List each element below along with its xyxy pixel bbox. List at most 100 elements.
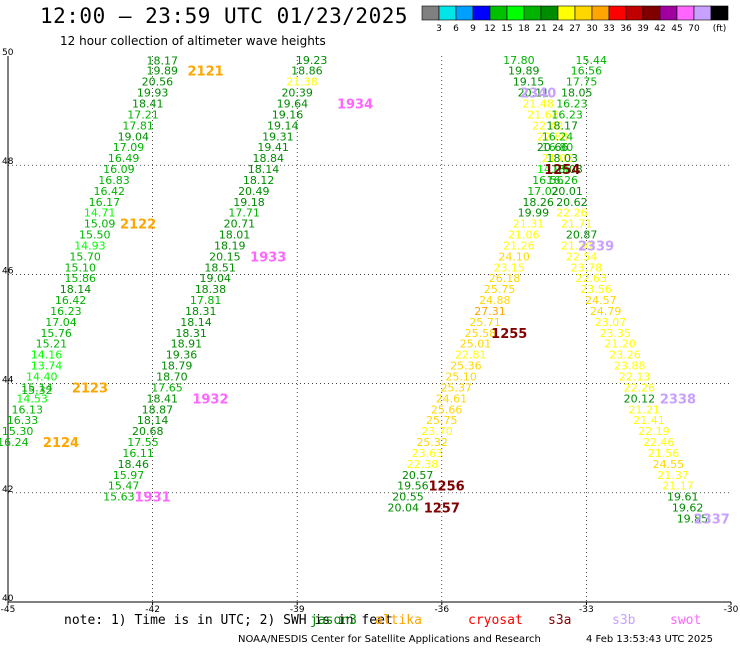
legend-swatch xyxy=(421,5,440,21)
swh-value: 19.41 xyxy=(257,141,289,154)
swh-value: 15.10 xyxy=(65,261,97,274)
legend-tick-label: 18 xyxy=(518,24,530,34)
swh-value: 21.56 xyxy=(648,447,680,460)
swh-value: 18.86 xyxy=(291,65,323,78)
swh-value: 15.76 xyxy=(40,327,72,340)
swh-value: 17.02 xyxy=(527,185,559,198)
page-subtitle: 12 hour collection of altimeter wave hei… xyxy=(60,34,326,48)
satellite-legend-s3a: s3a xyxy=(548,613,572,628)
swh-value: 18.26 xyxy=(522,196,554,209)
swh-value: 17.55 xyxy=(127,436,159,449)
swh-value: 14.93 xyxy=(74,239,106,252)
swh-value: 23.35 xyxy=(600,327,632,340)
swh-value: 21.38 xyxy=(286,76,318,89)
swh-value: 16.56 xyxy=(532,174,564,187)
y-tick-label: 46 xyxy=(2,266,14,276)
swh-value: 24.88 xyxy=(479,294,511,307)
swh-value: 19.18 xyxy=(233,196,265,209)
legend-tick-label: 39 xyxy=(637,24,649,34)
swh-value: 19.15 xyxy=(513,76,545,89)
swh-value: 18.03 xyxy=(547,152,579,165)
swh-value: 16.24 xyxy=(542,130,574,143)
swh-value: 18.14 xyxy=(60,283,92,296)
swh-value: 22.13 xyxy=(619,371,651,384)
swh-value: 22.19 xyxy=(638,425,670,438)
swh-value: 21.31 xyxy=(513,218,545,231)
swh-value: 25.71 xyxy=(469,316,501,329)
swh-value: 24.57 xyxy=(585,294,617,307)
swh-value: 19.14 xyxy=(267,119,299,132)
swh-value: 20.55 xyxy=(392,491,424,504)
swh-value: 18.14 xyxy=(137,414,169,427)
swh-value: 17.09 xyxy=(113,141,145,154)
swh-value: 23.26 xyxy=(609,349,641,362)
swh-value: 22.81 xyxy=(455,349,487,362)
swh-value: 27.31 xyxy=(474,305,506,318)
legend-swatch xyxy=(455,5,474,21)
legend-swatch xyxy=(659,5,678,21)
legend-swatch xyxy=(438,5,457,21)
swh-value: 21.48 xyxy=(522,98,554,111)
swh-value: 19.99 xyxy=(518,207,550,220)
swh-value: 26.18 xyxy=(489,272,521,285)
swh-value: 23.15 xyxy=(494,261,526,274)
swh-value: 25.66 xyxy=(431,403,463,416)
swh-values: 18.1719.8920.5619.9318.4117.2117.8119.04… xyxy=(0,54,708,526)
legend-swatch xyxy=(506,5,525,21)
swh-value: 15.30 xyxy=(2,425,34,438)
x-tick-label: -36 xyxy=(434,605,449,615)
swh-value: 22.26 xyxy=(556,207,588,220)
swh-value: 18.31 xyxy=(185,305,217,318)
legend-tick-label: 24 xyxy=(552,24,564,34)
legend-tick-label: 3 xyxy=(436,24,442,34)
swh-value: 19.85 xyxy=(677,512,709,525)
swh-value: 17.71 xyxy=(228,207,260,220)
swh-value: 22.26 xyxy=(624,381,656,394)
swh-value: 14.40 xyxy=(26,371,58,384)
swh-value: 16.11 xyxy=(122,447,154,460)
swh-value: 18.05 xyxy=(561,87,593,100)
pass-time-label: 1254 xyxy=(544,163,580,178)
swh-value: 24.55 xyxy=(653,458,685,471)
pass-time-label: 1934 xyxy=(337,98,373,113)
legend-swatch xyxy=(625,5,644,21)
legend-tick-label: 15 xyxy=(501,24,512,34)
swh-value: 25.75 xyxy=(484,283,516,296)
legend-tick-label: 30 xyxy=(586,24,598,34)
satellite-legend-jason3: jason3 xyxy=(310,613,357,628)
swh-value: 21.68 xyxy=(527,108,559,121)
swh-value: 17.81 xyxy=(190,294,222,307)
swh-value: 19.61 xyxy=(667,491,699,504)
swh-value: 19.56 xyxy=(397,480,429,493)
swh-value: 21.30 xyxy=(561,239,593,252)
swh-value: 20.68 xyxy=(132,425,164,438)
pass-time-label: 1255 xyxy=(491,327,527,342)
legend-swatch xyxy=(472,5,491,21)
swh-value: 22.46 xyxy=(643,436,675,449)
legend-tick-label: (ft) xyxy=(713,24,727,34)
swh-value: 24.61 xyxy=(436,392,468,405)
swh-value: 18.70 xyxy=(156,371,188,384)
swh-value: 19.23 xyxy=(296,54,328,67)
pass-time-label: 2340 xyxy=(520,87,556,102)
pass-time-label: 2122 xyxy=(120,218,156,233)
swh-value: 18.79 xyxy=(161,360,193,373)
swh-value: 14.71 xyxy=(84,207,116,220)
swh-value: 16.13 xyxy=(12,403,44,416)
swh-value: 16.42 xyxy=(55,294,87,307)
legend-tick-label: 12 xyxy=(484,24,495,34)
y-tick-label: 50 xyxy=(2,48,14,58)
swh-value: 18.03 xyxy=(551,163,583,176)
legend-tick-label: 42 xyxy=(654,24,665,34)
swh-value: 18.19 xyxy=(214,239,246,252)
swh-value: 20.12 xyxy=(624,392,656,405)
swh-value: 18.01 xyxy=(219,229,251,242)
swh-value: 25.01 xyxy=(460,338,492,351)
y-tick-label: 48 xyxy=(2,157,14,167)
pass-time-label: 2123 xyxy=(72,381,108,396)
swh-value: 20.49 xyxy=(238,185,270,198)
pass-time-label: 2337 xyxy=(694,512,730,527)
swh-value: 21.41 xyxy=(633,414,665,427)
swh-value: 25.36 xyxy=(450,360,482,373)
swh-value: 25.58 xyxy=(465,327,497,340)
